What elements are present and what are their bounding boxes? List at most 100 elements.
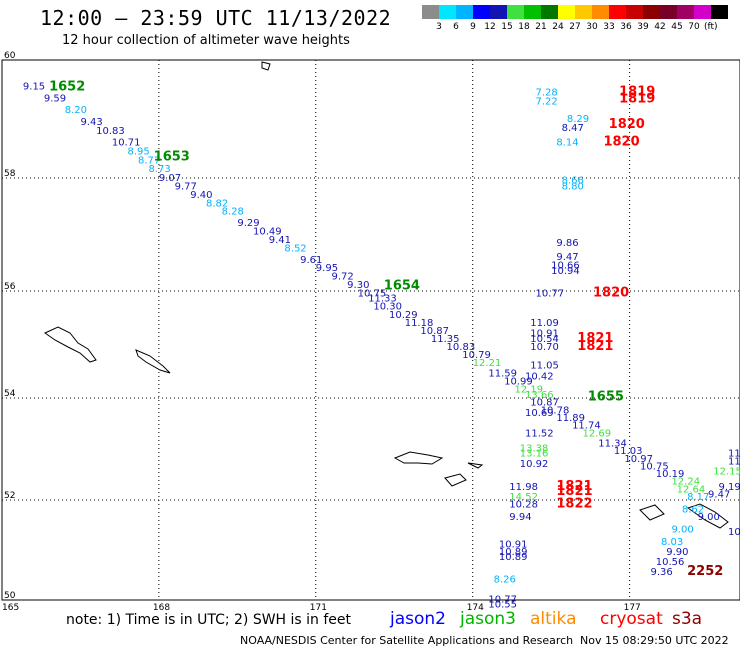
wave-height-label: 10.99 bbox=[504, 377, 533, 388]
wave-height-label: 12.24 bbox=[671, 477, 700, 488]
wave-height-label: 9.15 bbox=[23, 82, 45, 93]
wave-height-label: 11.34 bbox=[598, 438, 627, 449]
wave-height-label: 10.42 bbox=[728, 527, 740, 538]
pass-time-label: 1654 bbox=[384, 278, 420, 293]
legend-swatch bbox=[575, 5, 592, 19]
lon-tick-label: 168 bbox=[153, 603, 170, 613]
wave-height-label: 10.94 bbox=[551, 266, 580, 277]
legend-swatch bbox=[643, 5, 660, 19]
pass-time-label: 1820 bbox=[603, 135, 639, 150]
wave-height-label: 10.49 bbox=[253, 227, 282, 238]
legend-swatch bbox=[490, 5, 507, 19]
wave-height-label: 10.83 bbox=[447, 342, 476, 353]
wave-height-label: 10.78 bbox=[541, 405, 570, 416]
wave-height-label: 11.91 bbox=[728, 456, 740, 467]
wave-height-label: 12.69 bbox=[583, 428, 612, 439]
wave-height-label: 9.19 bbox=[719, 482, 740, 493]
sat-jason3: jason3 bbox=[460, 609, 516, 629]
wave-height-label: 8.80 bbox=[562, 181, 584, 192]
wave-height-label: 10.55 bbox=[488, 600, 517, 611]
map-frame bbox=[1, 59, 740, 601]
legend-unit-label: (ft) bbox=[704, 22, 718, 32]
legend-swatch bbox=[711, 5, 728, 19]
wave-height-label: 11.52 bbox=[525, 428, 554, 439]
wave-height-label: 9.07 bbox=[159, 173, 181, 184]
legend-label: 9 bbox=[470, 22, 476, 32]
legend-swatch bbox=[422, 5, 439, 19]
wave-height-label: 10.69 bbox=[525, 408, 554, 419]
island-top bbox=[261, 61, 271, 71]
legend-swatch bbox=[541, 5, 558, 19]
wave-height-label: 9.30 bbox=[347, 280, 369, 291]
legend-label: 21 bbox=[535, 22, 547, 32]
legend-swatch bbox=[524, 5, 541, 19]
wave-height-label: 10.56 bbox=[656, 557, 685, 568]
legend-label: 27 bbox=[569, 22, 581, 32]
legend-swatch bbox=[473, 5, 490, 19]
legend-label: 18 bbox=[518, 22, 530, 32]
wave-height-label: 10.75 bbox=[640, 461, 669, 472]
lon-tick-label: 171 bbox=[310, 603, 327, 613]
wave-height-label: 10.77 bbox=[535, 288, 564, 299]
wave-height-label: 8.26 bbox=[494, 575, 516, 586]
lat-tick-label: 60 bbox=[4, 51, 16, 61]
wave-height-label: 12.64 bbox=[677, 484, 706, 495]
wave-height-label: 10.87 bbox=[530, 398, 559, 409]
footer-credit: NOAA/NESDIS Center for Satellite Applica… bbox=[240, 634, 574, 647]
wave-height-values: 9.159.598.209.4310.8310.718.958.778.739.… bbox=[23, 82, 740, 611]
wave-height-label: 11.59 bbox=[488, 369, 517, 380]
sat-altika: altika bbox=[530, 609, 577, 629]
wave-height-label: 9.36 bbox=[651, 567, 673, 578]
lat-tick-label: 58 bbox=[4, 169, 16, 179]
island-kiska bbox=[393, 451, 444, 465]
lat-tick-label: 52 bbox=[4, 491, 15, 501]
pass-time-label: 1819 bbox=[619, 91, 655, 106]
legend-label: 30 bbox=[586, 22, 598, 32]
wave-height-label: 10.89 bbox=[499, 552, 528, 563]
wave-height-label: 10.71 bbox=[112, 138, 141, 149]
wave-height-label: 11.89 bbox=[556, 413, 585, 424]
wave-height-label: 12.19 bbox=[515, 385, 544, 396]
wave-height-label: 10.54 bbox=[530, 334, 559, 345]
pass-time-label: 1655 bbox=[588, 390, 624, 405]
wave-height-label: 12.21 bbox=[473, 358, 502, 369]
lat-tick-label: 54 bbox=[4, 389, 16, 399]
wave-height-label: 10.19 bbox=[656, 469, 685, 480]
wave-height-label: 10.92 bbox=[520, 459, 549, 470]
legend-swatch bbox=[609, 5, 626, 19]
legend-label: 39 bbox=[637, 22, 649, 32]
wave-height-label: 8.66 bbox=[562, 176, 584, 187]
island-small-1 bbox=[467, 462, 484, 469]
wave-height-label: 9.86 bbox=[556, 238, 578, 249]
wave-height-label: 11.03 bbox=[614, 446, 643, 457]
wave-height-label: 14.52 bbox=[509, 492, 538, 503]
wave-height-label: 8.20 bbox=[65, 105, 87, 116]
pass-time-label: 1820 bbox=[609, 117, 645, 132]
wave-height-label: 13.38 bbox=[520, 444, 549, 455]
wave-height-label: 8.62 bbox=[682, 505, 704, 516]
legend-swatch bbox=[558, 5, 575, 19]
legend-label: 36 bbox=[620, 22, 632, 32]
wave-height-label: 10.75 bbox=[358, 288, 387, 299]
wave-height-label: 9.77 bbox=[175, 181, 197, 192]
lon-tick-label: 174 bbox=[467, 603, 484, 613]
legend-swatch bbox=[660, 5, 677, 19]
wave-height-label: 8.29 bbox=[567, 114, 589, 125]
page-title: 12:00 – 23:59 UTC 11/13/2022 bbox=[40, 6, 392, 30]
wave-height-label: 10.66 bbox=[551, 260, 580, 271]
wave-height-label: 8.17 bbox=[687, 492, 709, 503]
wave-height-label: 9.00 bbox=[698, 512, 720, 523]
wave-height-label: 10.91 bbox=[499, 540, 528, 551]
legend-label: 45 bbox=[671, 22, 683, 32]
legend-label: 33 bbox=[603, 22, 615, 32]
pass-time-label: 1652 bbox=[49, 80, 85, 95]
wave-height-label: 10.28 bbox=[509, 500, 538, 511]
lon-tick-label: 177 bbox=[624, 603, 641, 613]
wave-height-label: 9.43 bbox=[80, 117, 102, 128]
pass-time-label: 1821 bbox=[577, 339, 613, 354]
wave-height-label: 9.47 bbox=[708, 489, 730, 500]
wave-height-label: 10.42 bbox=[525, 371, 554, 382]
wave-height-label: 9.72 bbox=[331, 272, 353, 283]
